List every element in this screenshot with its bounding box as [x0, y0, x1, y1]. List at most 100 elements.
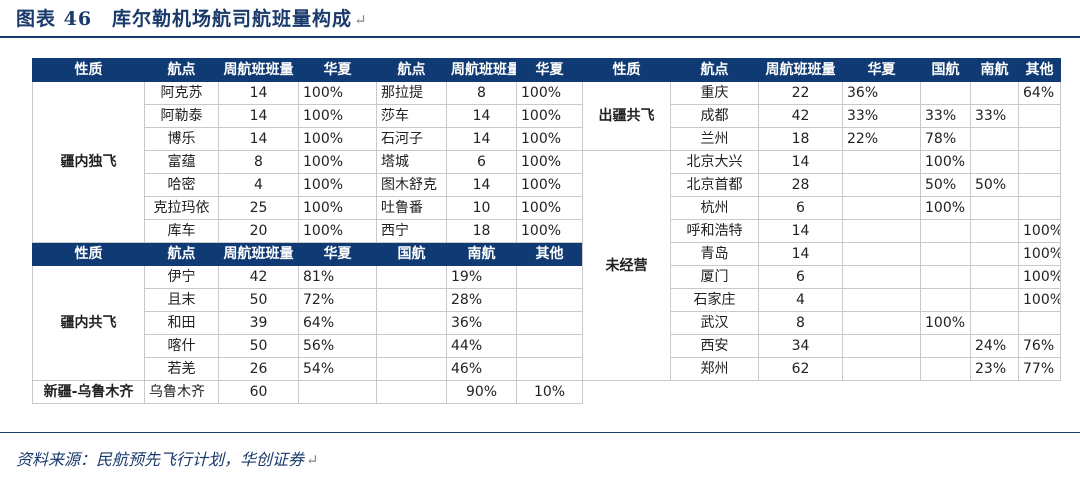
left-section2-cell: 28%: [446, 288, 517, 312]
left-section1-cell: 吐鲁番: [376, 196, 447, 220]
right-section1-cell: 64%: [1018, 81, 1061, 105]
right-section2-cell: 杭州: [670, 196, 759, 220]
left-section1-cell: 那拉提: [376, 81, 447, 105]
figure-title: 图表 46 库尔勒机场航司航班量构成 ↵: [16, 4, 368, 31]
left-header-col-5: 周航班班量: [446, 58, 517, 82]
left-section1-cell: 100%: [298, 127, 377, 151]
left-section1-cell: 8: [446, 81, 517, 105]
right-section2-row: 未经营 北京大兴 14 100%: [582, 150, 1061, 381]
right-section2-cell: [970, 150, 1019, 174]
right-section1-row: 成都 42 33% 33% 33%: [583, 104, 1061, 128]
left-section2-cell: [516, 357, 583, 381]
left-section1-category: 疆内独飞: [32, 81, 145, 243]
right-section1-cell: [970, 81, 1019, 105]
left-section1-cell: 8: [218, 150, 299, 174]
left-section1-cell: 100%: [298, 104, 377, 128]
left-section1-cell: 14: [446, 173, 517, 197]
right-section2-cell: [920, 242, 971, 266]
left-section2-cell: 19%: [446, 265, 517, 289]
left-header-row-2: 性质 航点 周航班班量 华夏 国航 南航 其他: [32, 242, 583, 266]
left-section1-row: 疆内独飞 阿克苏 14 100% 那拉提 8 100%: [32, 81, 583, 243]
right-section2-row: 青岛 14 100%: [583, 242, 1061, 266]
right-section1-category: 出疆共飞: [582, 81, 671, 151]
left-section1-cell: 阿勒泰: [144, 104, 219, 128]
right-section2-cell: 14: [758, 242, 843, 266]
right-section2-cell: [970, 242, 1019, 266]
right-section2-cell: 100%: [1018, 265, 1061, 289]
left-section1-cell: 100%: [516, 81, 583, 105]
right-section2-cell: 呼和浩特: [670, 219, 759, 243]
left-section2-cell: 72%: [298, 288, 377, 312]
footer-divider: [0, 432, 1080, 433]
left-header-col-6: 华夏: [516, 58, 583, 82]
left-section2-cell: [516, 334, 583, 358]
right-section2-cell: 4: [758, 288, 843, 312]
right-section2-cell: 77%: [1018, 357, 1061, 381]
right-section2-cell: [842, 242, 921, 266]
right-section2-cell: 50%: [970, 173, 1019, 197]
right-section2-cell: [842, 311, 921, 335]
right-section1-cell: [1018, 104, 1061, 128]
right-section2-cell: [842, 265, 921, 289]
left-section2-cell: 64%: [298, 311, 377, 335]
left-section2-cell: 和田: [144, 311, 219, 335]
left-section1-cell: 西宁: [376, 219, 447, 243]
left-section1-cell: 博乐: [144, 127, 219, 151]
right-section2-cell: [1018, 150, 1061, 174]
right-section1-cell: 成都: [670, 104, 759, 128]
right-section2-cell: 62: [758, 357, 843, 381]
right-header-row: 性质 航点 周航班班量 华夏 国航 南航 其他: [582, 58, 1061, 82]
left-section1-row: 哈密 4 100% 图木舒克 14 100%: [33, 173, 583, 197]
right-section2-cell: 100%: [1018, 242, 1061, 266]
right-section2-row: 郑州 62 23% 77%: [583, 357, 1061, 381]
right-section2-cell: [920, 219, 971, 243]
right-section2-cell: [842, 357, 921, 381]
right-section2-cell: 24%: [970, 334, 1019, 358]
left-section2-cell: [516, 311, 583, 335]
left-section2-cell: 喀什: [144, 334, 219, 358]
left-section3-cell: [376, 380, 447, 404]
left-header2-col-6: 其他: [516, 242, 583, 266]
right-section2-cell: 武汉: [670, 311, 759, 335]
right-section2-row: 石家庄 4 100%: [583, 288, 1061, 312]
right-section2-cell: 34: [758, 334, 843, 358]
right-section1-cell: [920, 81, 971, 105]
right-section2-cell: [842, 150, 921, 174]
right-header-col-5: 南航: [970, 58, 1019, 82]
right-section2-cell: [970, 196, 1019, 220]
left-section2-category: 疆内共飞: [32, 265, 145, 381]
left-section2-cell: 50: [218, 288, 299, 312]
right-header-col-1: 航点: [670, 58, 759, 82]
left-section1-cell: 14: [218, 127, 299, 151]
left-section1-cell: 6: [446, 150, 517, 174]
right-section1-cell: 42: [758, 104, 843, 128]
left-section2-cell: 44%: [446, 334, 517, 358]
right-table: 性质 航点 周航班班量 华夏 国航 南航 其他 出疆共飞 重庆 22 36% 64% 成都 42 33% 3…: [582, 58, 1061, 381]
left-section2-row: 和田 39 64% 36%: [33, 311, 583, 335]
left-section1-cell: 100%: [298, 219, 377, 243]
right-section2-cell: [842, 334, 921, 358]
left-section2-cell: 39: [218, 311, 299, 335]
right-section2-cell: 6: [758, 196, 843, 220]
left-section1-cell: 哈密: [144, 173, 219, 197]
left-header2-col-0: 性质: [32, 242, 145, 266]
left-section2-cell: 46%: [446, 357, 517, 381]
right-section2-cell: [1018, 311, 1061, 335]
left-header-col-3: 华夏: [298, 58, 377, 82]
return-mark-icon: ↵: [306, 451, 319, 469]
right-section2-cell: [842, 288, 921, 312]
left-header-col-0: 性质: [32, 58, 145, 82]
left-section1-cell: 100%: [298, 173, 377, 197]
left-section3-cell: 乌鲁木齐: [144, 380, 219, 404]
left-section1-cell: 10: [446, 196, 517, 220]
right-section2-cell: 青岛: [670, 242, 759, 266]
left-header-col-2: 周航班班量: [218, 58, 299, 82]
left-header2-col-2: 周航班班量: [218, 242, 299, 266]
right-section2-cell: [970, 219, 1019, 243]
left-section1-row: 博乐 14 100% 石河子 14 100%: [33, 127, 583, 151]
right-header-col-6: 其他: [1018, 58, 1061, 82]
right-section2-cell: [842, 173, 921, 197]
left-table: 性质 航点 周航班班量 华夏 航点 周航班班量 华夏 疆内独飞 阿克苏 14 100% 那拉提 8 10…: [32, 58, 583, 404]
left-section1-cell: 克拉玛依: [144, 196, 219, 220]
left-section1-cell: 100%: [516, 219, 583, 243]
